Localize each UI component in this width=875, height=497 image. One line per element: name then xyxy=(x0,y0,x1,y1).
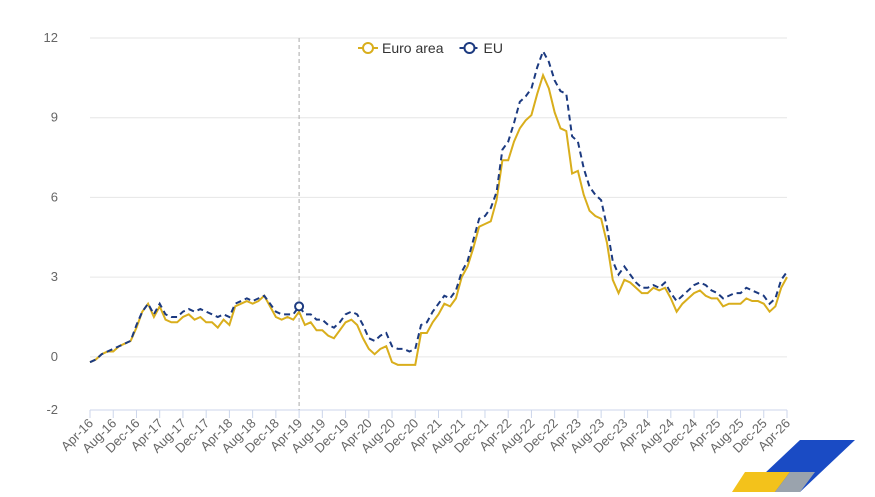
legend-item[interactable]: Euro area xyxy=(358,40,444,56)
series-line xyxy=(89,48,788,364)
logo xyxy=(732,440,855,492)
series-line xyxy=(89,72,788,366)
legend-label: EU xyxy=(483,40,502,56)
legend-symbol xyxy=(463,42,476,54)
legend-item[interactable]: EU xyxy=(459,40,503,56)
y-tick-label: 12 xyxy=(44,30,58,45)
y-tick-label: 9 xyxy=(51,110,58,125)
logo-yellow xyxy=(732,472,790,492)
logo-grey xyxy=(775,472,815,492)
legend-symbol xyxy=(362,42,374,54)
legend[interactable]: Euro area EU xyxy=(358,40,503,56)
y-tick-label: 3 xyxy=(51,269,58,284)
legend-label: Euro area xyxy=(382,40,444,56)
hover-marker xyxy=(294,301,305,312)
y-tick-label: 0 xyxy=(51,349,58,364)
y-tick-label: -2 xyxy=(46,402,58,417)
y-tick-label: 6 xyxy=(51,189,58,204)
